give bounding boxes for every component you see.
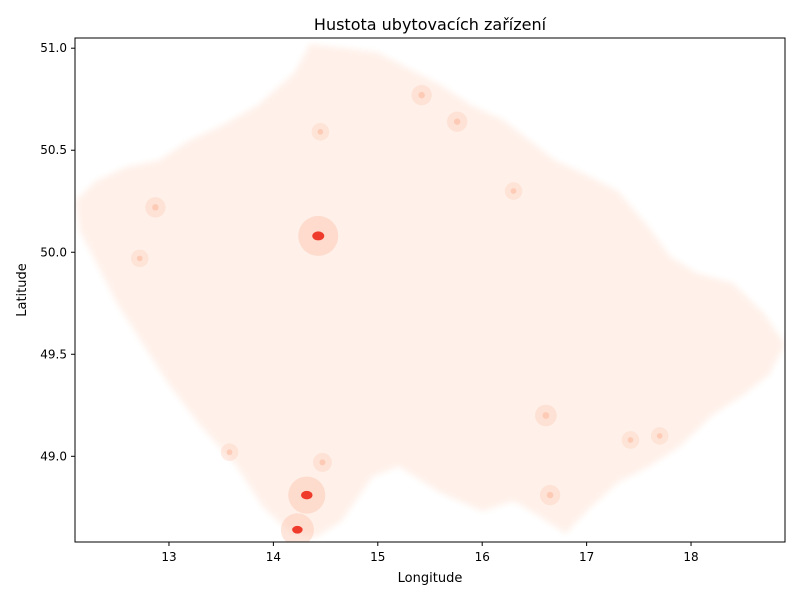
density-layer: [75, 44, 785, 542]
plot-frame: [74, 37, 786, 543]
density-hotspot-core: [292, 525, 303, 534]
density-hotspot-core: [317, 129, 324, 135]
density-hotspot-core: [319, 459, 326, 466]
density-base-region: [75, 44, 785, 538]
density-hotspot-core: [627, 437, 634, 443]
density-base-area: [75, 44, 785, 538]
density-hotspots: [130, 84, 669, 542]
density-hotspot-core: [301, 490, 313, 500]
y-tick-label: 51.0: [40, 41, 67, 55]
x-tick-label: 15: [370, 550, 385, 564]
y-tick-label: 49.5: [40, 347, 67, 361]
chart-title: Hustota ubytovacích zařízení: [314, 15, 547, 34]
x-tick-label: 17: [579, 550, 594, 564]
density-hotspot-core: [453, 118, 461, 125]
density-hotspot-core: [510, 188, 517, 194]
x-axis-label: Longitude: [398, 571, 463, 586]
y-tick-label: 49.0: [40, 449, 67, 463]
x-tick-label: 13: [161, 550, 176, 564]
density-hotspot-core: [152, 204, 159, 211]
y-axis-label: Latitude: [15, 263, 30, 317]
y-tick-label: 50.0: [40, 245, 67, 259]
density-hotspot-core: [418, 91, 425, 99]
x-axis: 13 14 15 16 17 18: [161, 542, 699, 564]
x-tick-label: 16: [475, 550, 490, 564]
density-hotspot-core: [656, 433, 663, 439]
density-hotspot-core: [226, 449, 233, 456]
density-hotspot-core: [546, 491, 554, 499]
density-hotspot-core: [312, 231, 325, 241]
y-tick-label: 50.5: [40, 143, 67, 157]
x-tick-label: 18: [683, 550, 698, 564]
density-hotspot-core: [136, 255, 143, 262]
density-hotspot-core: [542, 412, 550, 419]
y-axis: 49.0 49.5 50.0 50.5 51.0: [40, 41, 75, 463]
x-tick-label: 14: [266, 550, 281, 564]
